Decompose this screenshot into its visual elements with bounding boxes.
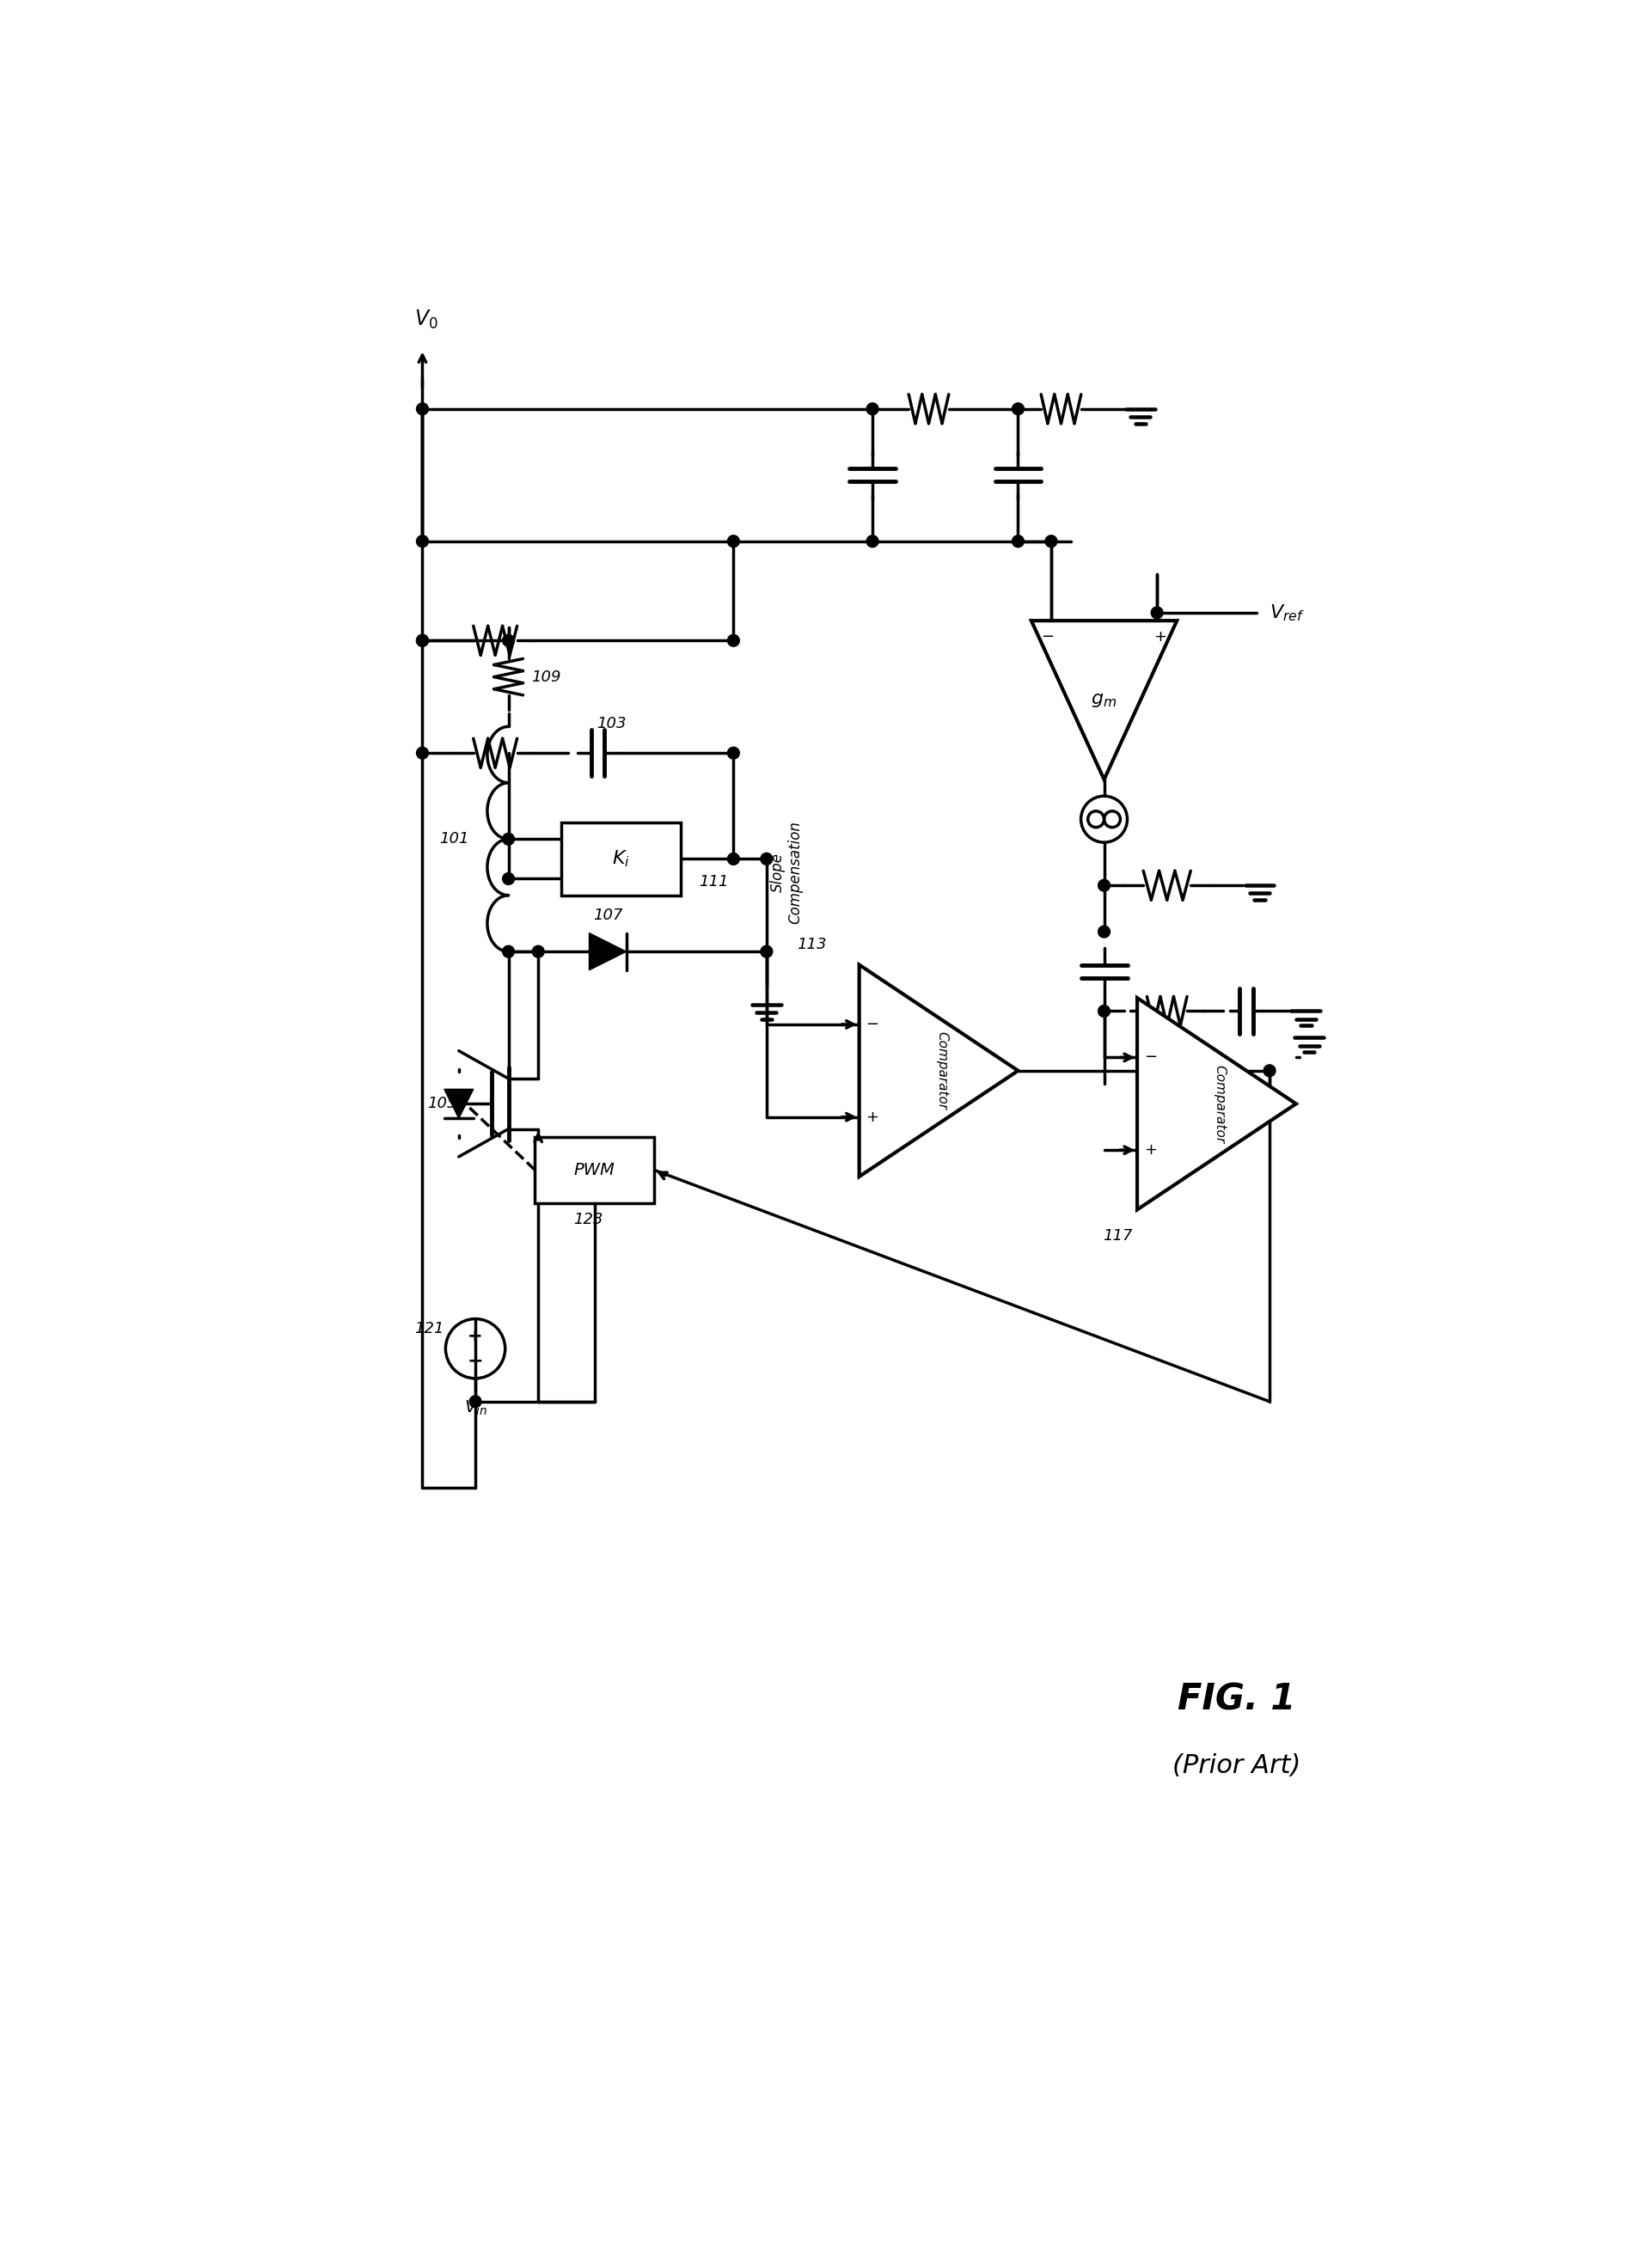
Text: +: +: [866, 1109, 879, 1124]
Circle shape: [502, 873, 514, 884]
Circle shape: [416, 747, 428, 758]
Text: $V_{ref}$: $V_{ref}$: [1269, 604, 1305, 624]
Circle shape: [416, 536, 428, 548]
Circle shape: [727, 853, 740, 864]
Circle shape: [1013, 536, 1024, 548]
Circle shape: [1013, 404, 1024, 415]
Polygon shape: [590, 934, 626, 969]
Text: 113: 113: [796, 938, 826, 954]
Text: 117: 117: [1102, 1227, 1132, 1243]
Circle shape: [502, 945, 514, 958]
Circle shape: [416, 635, 428, 646]
Text: 123: 123: [573, 1212, 603, 1227]
Text: +: +: [1143, 1142, 1156, 1158]
Text: 101: 101: [439, 830, 469, 846]
Text: −: −: [468, 1351, 484, 1369]
Circle shape: [416, 404, 428, 415]
Circle shape: [1151, 606, 1163, 619]
Text: +: +: [468, 1328, 482, 1346]
Text: FIG. 1: FIG. 1: [1178, 1681, 1295, 1717]
Text: Comparator: Comparator: [1214, 1064, 1226, 1142]
Circle shape: [1099, 880, 1110, 891]
Circle shape: [502, 833, 514, 846]
Text: $g_m$: $g_m$: [1090, 691, 1117, 709]
Text: $V_0$: $V_0$: [415, 307, 438, 330]
Polygon shape: [859, 965, 1018, 1176]
Text: 121: 121: [415, 1322, 444, 1337]
Circle shape: [727, 536, 740, 548]
Polygon shape: [1137, 999, 1297, 1210]
Text: Slope
Compensation: Slope Compensation: [770, 821, 803, 925]
Text: Comparator: Comparator: [935, 1032, 948, 1111]
Circle shape: [1264, 1064, 1275, 1077]
Text: 109: 109: [532, 669, 562, 684]
Text: 103: 103: [596, 716, 626, 732]
Circle shape: [502, 635, 514, 646]
Text: PWM: PWM: [573, 1162, 615, 1178]
Text: 105: 105: [428, 1095, 458, 1111]
Circle shape: [416, 635, 428, 646]
Circle shape: [867, 404, 879, 415]
Circle shape: [1099, 927, 1110, 938]
Circle shape: [1099, 1005, 1110, 1017]
Polygon shape: [1031, 622, 1176, 779]
Circle shape: [867, 536, 879, 548]
Text: −: −: [1041, 631, 1054, 644]
Bar: [535, 1138, 654, 1203]
Circle shape: [727, 747, 740, 758]
Bar: [562, 824, 681, 895]
Text: 107: 107: [593, 907, 623, 922]
Circle shape: [760, 945, 773, 958]
Text: (Prior Art): (Prior Art): [1173, 1753, 1300, 1777]
Text: +: +: [1153, 631, 1166, 644]
Text: $V_{in}$: $V_{in}$: [464, 1398, 487, 1418]
Circle shape: [760, 853, 773, 864]
Text: 111: 111: [699, 875, 729, 891]
Text: −: −: [1143, 1050, 1156, 1066]
Text: −: −: [866, 1017, 879, 1032]
Text: $K_i$: $K_i$: [611, 848, 629, 868]
Circle shape: [532, 945, 544, 958]
Circle shape: [1046, 536, 1057, 548]
Polygon shape: [444, 1088, 474, 1118]
Circle shape: [727, 635, 740, 646]
Circle shape: [469, 1396, 481, 1407]
